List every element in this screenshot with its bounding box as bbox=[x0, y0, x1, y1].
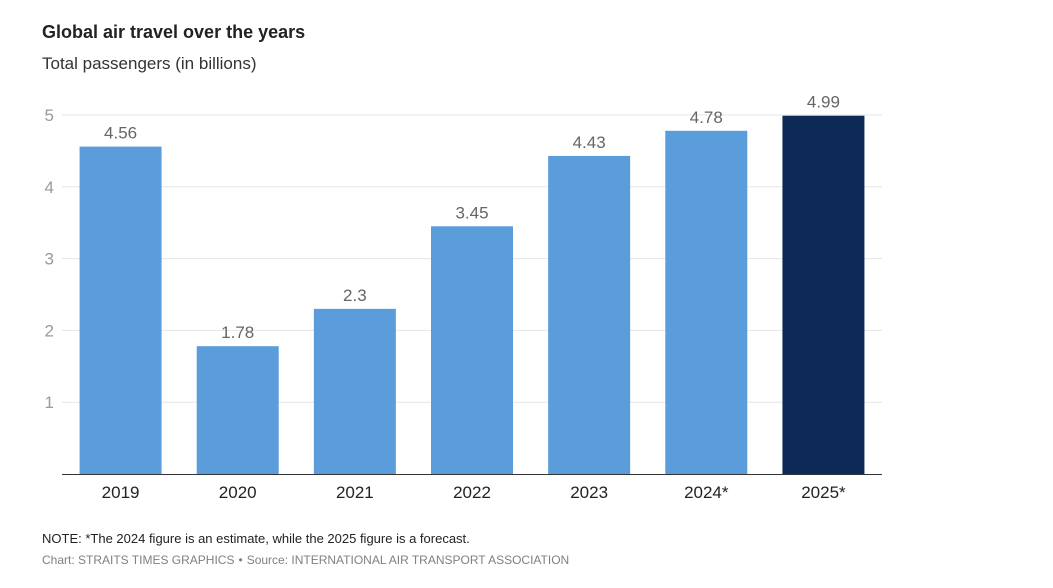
bar-value-label: 4.43 bbox=[573, 133, 606, 152]
source-credit: Source: INTERNATIONAL AIR TRANSPORT ASSO… bbox=[246, 553, 570, 567]
bars bbox=[79, 115, 865, 475]
bar-2025 bbox=[782, 115, 865, 474]
y-tick-label: 2 bbox=[45, 321, 54, 340]
chart-title: Global air travel over the years bbox=[42, 22, 306, 42]
y-tick-label: 4 bbox=[45, 178, 54, 197]
bar-value-label: 3.45 bbox=[455, 203, 488, 222]
bar-2023 bbox=[548, 155, 631, 474]
bar-2020 bbox=[196, 346, 279, 474]
bar-value-label: 4.99 bbox=[807, 93, 840, 112]
bar-value-label: 2.3 bbox=[343, 286, 367, 305]
x-tick-label: 2023 bbox=[570, 483, 608, 502]
bar-value-label: 4.78 bbox=[690, 108, 723, 127]
x-tick-label: 2022 bbox=[453, 483, 491, 502]
bar-2024 bbox=[665, 130, 748, 474]
source-line: Chart: STRAITS TIMES GRAPHICS • Source: IN… bbox=[42, 553, 569, 567]
bar-2022 bbox=[431, 226, 513, 474]
y-tick-label: 3 bbox=[45, 250, 54, 269]
y-axis-ticks: 1 2 3 4 5 bbox=[45, 106, 54, 412]
bar-2019 bbox=[79, 146, 162, 475]
x-tick-label: 2025* bbox=[801, 483, 846, 502]
chart-credit: Chart: STRAITS TIMES GRAPHICS bbox=[42, 553, 235, 567]
x-tick-label: 2021 bbox=[336, 483, 374, 502]
separator-dot: • bbox=[238, 553, 243, 567]
bar-2021 bbox=[313, 308, 396, 474]
x-tick-label: 2020 bbox=[219, 483, 257, 502]
bar-value-label: 1.78 bbox=[221, 323, 254, 342]
footnote: NOTE: *The 2024 figure is an estimate, w… bbox=[42, 531, 470, 546]
y-tick-label: 1 bbox=[45, 393, 54, 412]
x-tick-label: 2024* bbox=[684, 483, 729, 502]
value-labels: 4.56 1.78 2.3 3.45 4.43 4.78 4.99 bbox=[104, 93, 840, 342]
x-tick-label: 2019 bbox=[102, 483, 140, 502]
y-tick-label: 5 bbox=[45, 106, 54, 125]
chart-subtitle: Total passengers (in billions) bbox=[42, 54, 257, 73]
x-axis-ticks: 2019 2020 2021 2022 2023 2024* 2025* bbox=[102, 483, 846, 502]
bar-value-label: 4.56 bbox=[104, 124, 137, 143]
